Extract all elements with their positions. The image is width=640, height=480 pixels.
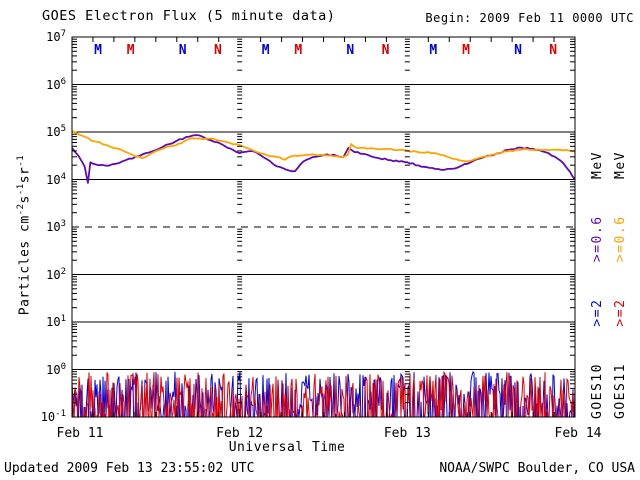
legend-ge06mev-label: >=0.6 [589,215,605,263]
y-tick-label: 104 [46,171,66,187]
axis-ticks [72,37,575,417]
y-tick-label: 101 [46,314,66,329]
local-midnight-noon-marker: N [213,43,222,58]
local-midnight-noon-marker: N [549,43,558,58]
decade-gridlines [72,84,575,370]
x-tick-label: Feb 13 [383,426,431,441]
local-midnight-noon-marker: M [462,43,470,58]
local-midnight-noon-marker: M [429,43,438,58]
legend-ge2mev-label: >=2 [612,298,628,327]
legend-satellite-label: GOES10 [589,363,605,419]
local-midnight-noon-marker: N [346,43,355,58]
y-tick-label: 10-1 [40,409,66,424]
local-midnight-noon-marker: N [514,43,522,58]
updated-timestamp: Updated 2009 Feb 13 23:55:02 UTC [4,461,255,476]
local-midnight-noon-marker: N [178,43,187,58]
legend-mev-unit: MeV [612,151,628,179]
legend-column-goes11: GOES11 >=2 >=0.6 MeV [612,151,628,419]
x-tick-label: Feb 14 [554,426,602,441]
y-tick-label: 102 [46,266,66,282]
y-tick-label: 106 [46,76,66,92]
local-midnight-noon-marker: M [94,43,102,58]
local-midnight-noon-marker: M [294,43,303,58]
y-tick-label: 107 [46,29,66,44]
legend-mev-unit: MeV [589,151,605,179]
begin-timestamp: Begin: 2009 Feb 11 0000 UTC [425,11,634,25]
flux-curve-goes11-0-6-mev [72,130,575,163]
local-midnight-noon-marker: N [381,43,390,58]
x-tick-label: Feb 12 [216,426,264,441]
y-axis-title: Particles cm-2s-1sr-1 [16,154,33,316]
y-tick-label: 105 [46,124,66,139]
y-tick-label: 100 [46,361,66,377]
legend-column-goes10: GOES10 >=2 >=0.6 MeV [589,151,605,419]
legend-ge06mev-label: >=0.6 [612,215,628,263]
flux-curve-goes10-0-6-mev [72,134,575,184]
chart-title: GOES Electron Flux (5 minute data) [42,8,336,24]
source-attribution: NOAA/SWPC Boulder, CO USA [439,461,635,476]
legend-satellite-label: GOES11 [612,363,628,419]
legend-ge2mev-label: >=2 [589,298,605,327]
x-tick-label: Feb 11 [56,426,104,441]
local-midnight-noon-marker: M [126,43,135,58]
y-tick-label: 103 [46,219,66,234]
x-axis-title: Universal Time [228,440,346,455]
local-midnight-noon-marker: M [261,43,270,58]
